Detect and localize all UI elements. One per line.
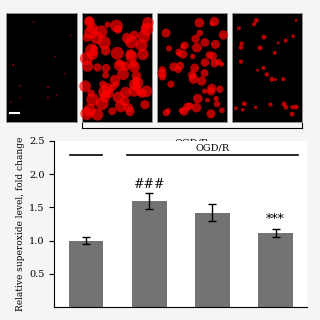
- Text: OGD/R: OGD/R: [195, 144, 229, 153]
- Bar: [195, 213, 230, 307]
- Bar: [68, 241, 103, 307]
- Text: OGD/R: OGD/R: [175, 138, 209, 147]
- Y-axis label: Relative superoxide level, fold change: Relative superoxide level, fold change: [16, 137, 25, 311]
- Bar: [132, 201, 167, 307]
- Bar: [258, 233, 293, 307]
- Text: ***: ***: [266, 213, 285, 226]
- Text: ###: ###: [133, 178, 165, 191]
